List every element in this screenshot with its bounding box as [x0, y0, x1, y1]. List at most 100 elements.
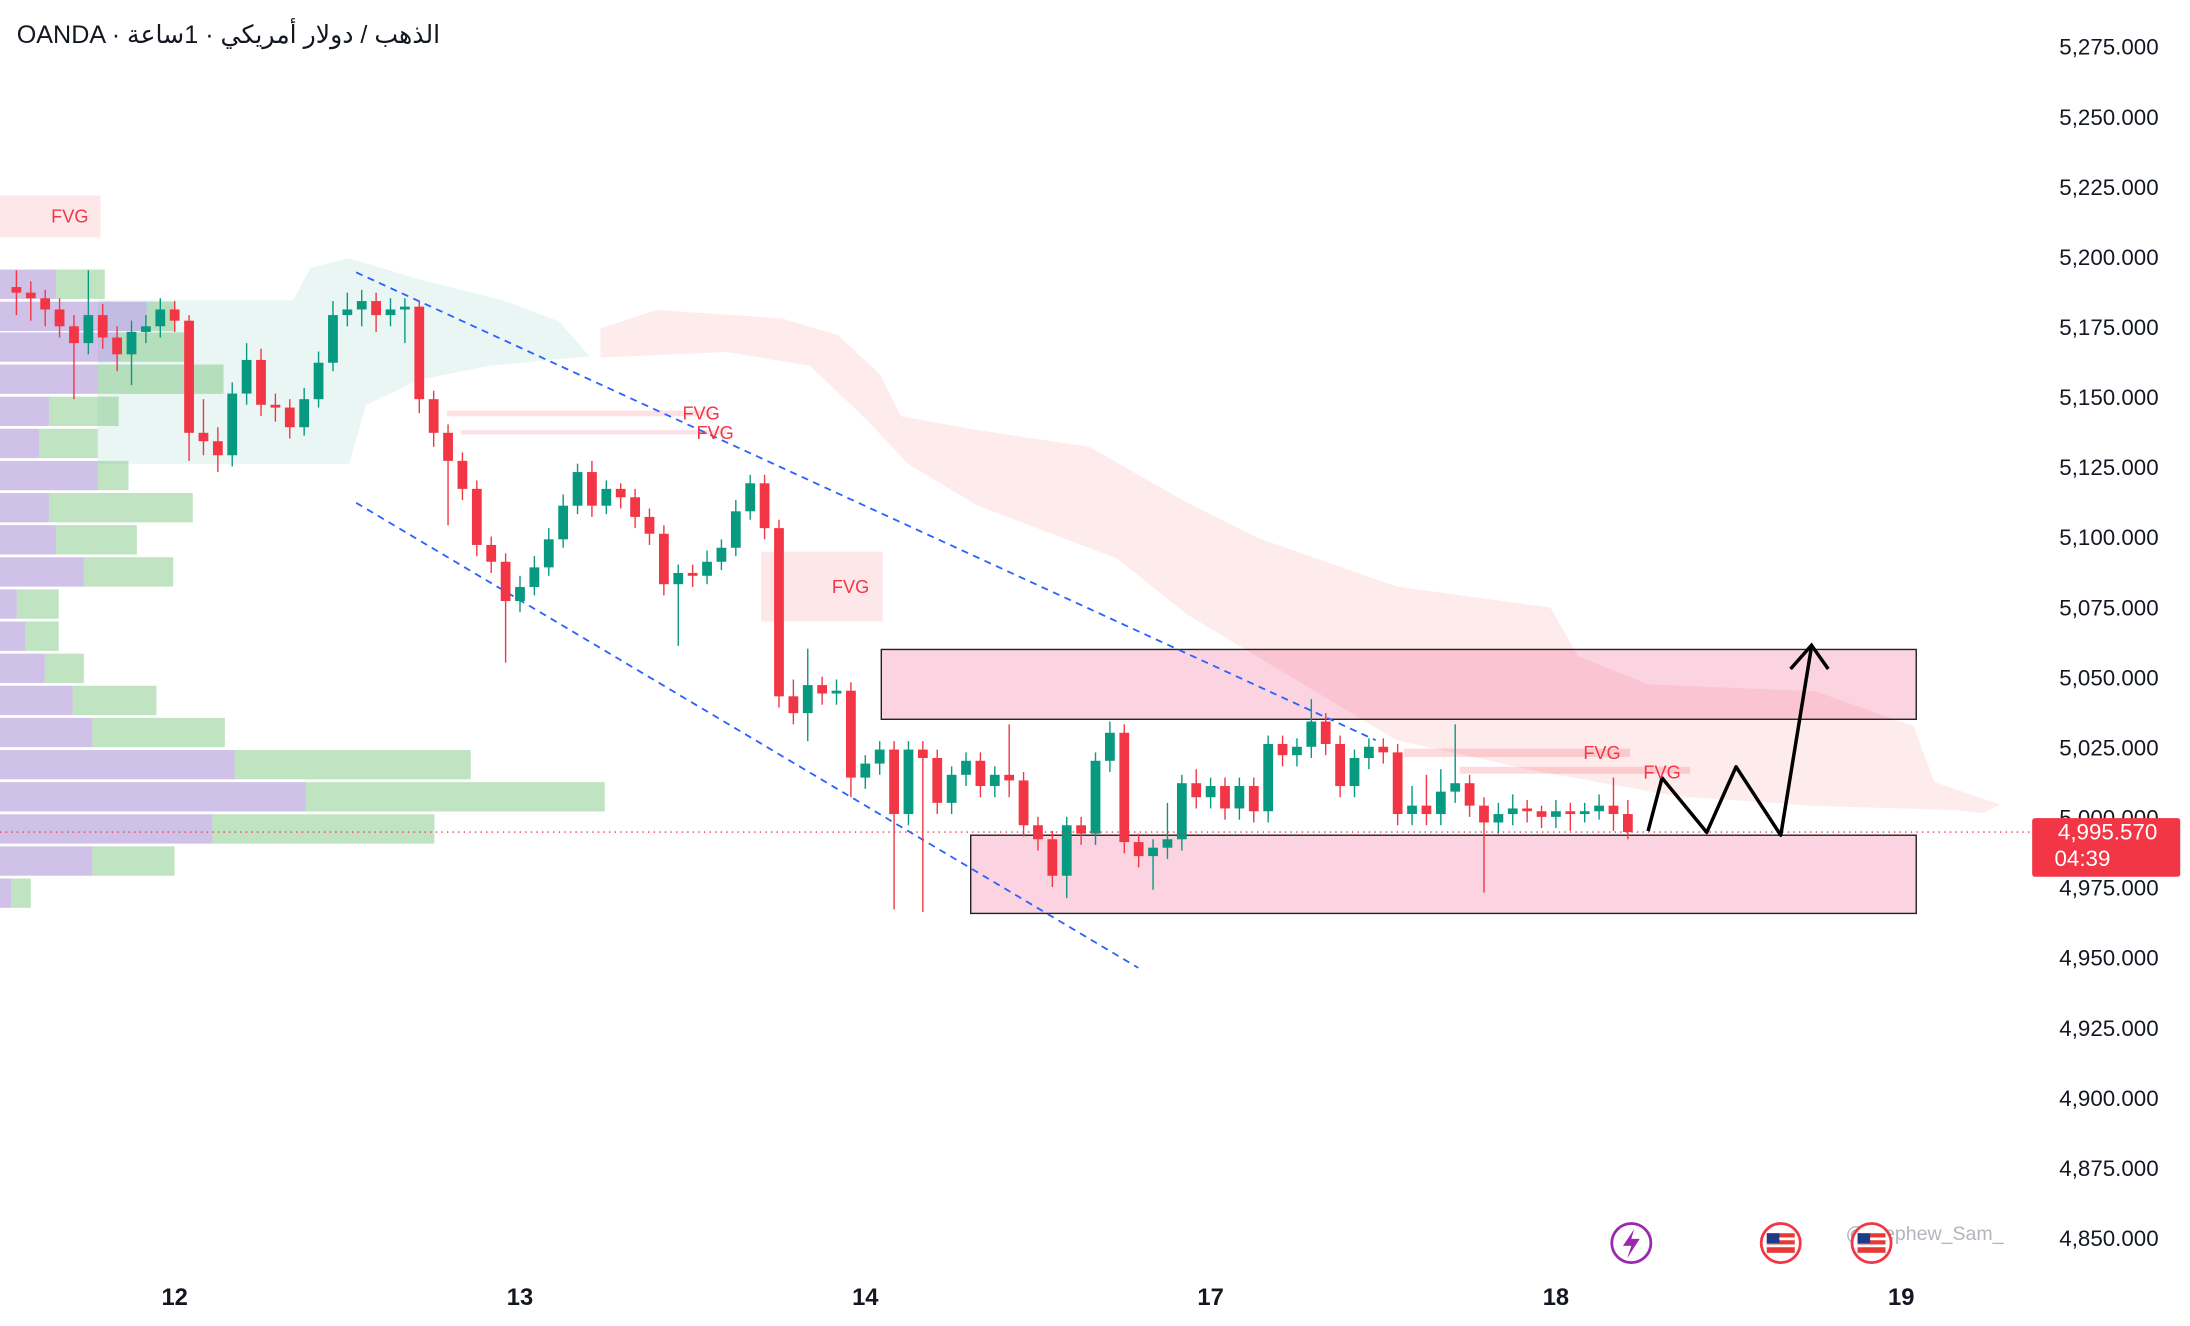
candle-body	[946, 774, 957, 803]
volume-bar	[0, 846, 93, 876]
volume-bar	[92, 717, 225, 748]
fvg-label: FVG	[832, 577, 869, 597]
candle-body	[558, 505, 569, 540]
y-tick-label: 5,275.000	[2059, 35, 2158, 60]
volume-bar	[0, 782, 306, 812]
candle-body	[443, 432, 453, 461]
candle-body	[1220, 786, 1230, 809]
candle-body	[11, 287, 22, 293]
candle-body	[1119, 732, 1130, 843]
y-tick-label: 5,150.000	[2059, 385, 2158, 410]
candle-body	[1608, 805, 1619, 815]
volume-bar	[16, 589, 59, 619]
candle-body	[1004, 774, 1015, 781]
fvg-label: FVG	[696, 423, 733, 443]
event-icon[interactable]	[1610, 1222, 1653, 1264]
candle-body	[1536, 811, 1547, 817]
event-icon[interactable]	[1850, 1222, 1893, 1264]
x-tick-label: 13	[507, 1285, 533, 1311]
candle-body	[1292, 746, 1302, 756]
volume-bar	[0, 493, 49, 523]
event-icon[interactable]	[1759, 1222, 1802, 1264]
candle-body	[1421, 805, 1432, 815]
candle-body	[270, 404, 281, 408]
candle-body	[1306, 721, 1317, 747]
candle-body	[1407, 805, 1417, 815]
candle-body	[428, 399, 439, 433]
candle-body	[745, 483, 756, 512]
candle-body	[1622, 814, 1633, 833]
volume-bar	[0, 557, 84, 587]
price-tag	[2032, 818, 2181, 877]
candle-body	[1176, 783, 1187, 840]
candle-body	[1076, 825, 1087, 834]
candle-body	[1277, 743, 1288, 756]
candle-body	[1263, 743, 1274, 812]
candle-body	[529, 567, 540, 587]
candle-body	[687, 572, 698, 576]
fvg-zone	[1403, 748, 1630, 757]
volume-bar	[39, 428, 98, 459]
candle-body	[212, 441, 223, 456]
candle-body	[371, 301, 381, 316]
candle-body	[831, 690, 842, 694]
candle-body	[1363, 746, 1374, 758]
candle-body	[515, 586, 525, 602]
y-tick-label: 4,975.000	[2059, 876, 2158, 901]
y-tick-label: 4,900.000	[2059, 1086, 2158, 1111]
candle-body	[1507, 808, 1518, 815]
candle-body	[328, 315, 338, 363]
candle-body	[69, 326, 79, 344]
countdown-label: 04:39	[2055, 846, 2111, 871]
candle-body	[83, 315, 94, 344]
candle-body	[457, 460, 468, 489]
y-tick-label: 5,225.000	[2059, 175, 2158, 200]
channel-line	[355, 502, 1139, 969]
zone-box	[880, 648, 1917, 720]
candle-body	[716, 547, 727, 562]
candle-body	[1133, 842, 1144, 857]
volume-bar	[212, 814, 435, 844]
volume-bar	[0, 396, 49, 426]
volume-bar	[305, 782, 605, 812]
candle-body	[112, 337, 123, 355]
candle-body	[1565, 811, 1576, 815]
candle-body	[1579, 811, 1590, 815]
volume-bar	[11, 878, 31, 908]
candle-body	[932, 757, 943, 803]
x-tick-label: 17	[1197, 1285, 1223, 1311]
cloud-bearish	[600, 310, 2001, 813]
candle-body	[1162, 839, 1173, 848]
volume-bar	[0, 589, 17, 619]
candle-body	[1450, 783, 1461, 792]
x-tick-label: 14	[852, 1285, 879, 1311]
y-tick-label: 5,200.000	[2059, 245, 2158, 270]
candle-body	[1493, 814, 1504, 823]
candle-body	[572, 472, 583, 506]
candle-body	[284, 407, 295, 428]
candle-body	[385, 309, 396, 316]
candle-body	[658, 533, 669, 585]
candle-body	[25, 292, 36, 299]
candle-body	[126, 331, 137, 355]
candle-body	[299, 399, 310, 428]
y-tick-label: 4,875.000	[2059, 1156, 2158, 1181]
candle-body	[788, 696, 799, 714]
volume-bar	[48, 396, 119, 426]
chart-title: OANDA · الذهب / دولار أمريكي · 1ساعة	[17, 17, 440, 50]
candle-body	[1392, 752, 1403, 815]
candle-body	[414, 306, 425, 400]
candle-body	[1551, 811, 1561, 817]
volume-bar	[92, 846, 175, 876]
candle-body	[184, 320, 194, 433]
candle-body	[1320, 721, 1331, 744]
candle-body	[543, 539, 554, 568]
candle-body	[471, 488, 482, 545]
volume-bar	[0, 878, 12, 908]
candle-body	[860, 763, 871, 778]
volume-bar	[0, 364, 98, 394]
zone-box	[969, 834, 1917, 915]
volume-bar	[0, 814, 213, 844]
volume-bar	[0, 717, 93, 748]
